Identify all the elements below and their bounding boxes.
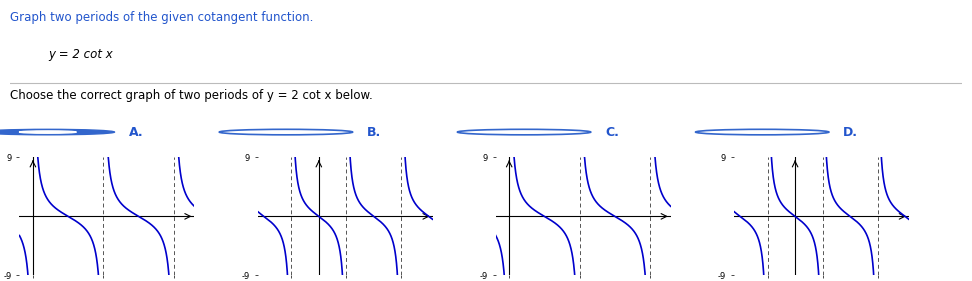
Text: D.: D. — [843, 126, 858, 139]
Circle shape — [19, 131, 77, 133]
Text: Choose the correct graph of two periods of y = 2 cot x below.: Choose the correct graph of two periods … — [10, 89, 372, 102]
Text: C.: C. — [605, 126, 619, 139]
Text: B.: B. — [367, 126, 381, 139]
Circle shape — [0, 129, 115, 135]
Text: y = 2 cot x: y = 2 cot x — [48, 48, 113, 61]
Text: Graph two periods of the given cotangent function.: Graph two periods of the given cotangent… — [10, 11, 313, 24]
Text: A.: A. — [128, 126, 144, 139]
